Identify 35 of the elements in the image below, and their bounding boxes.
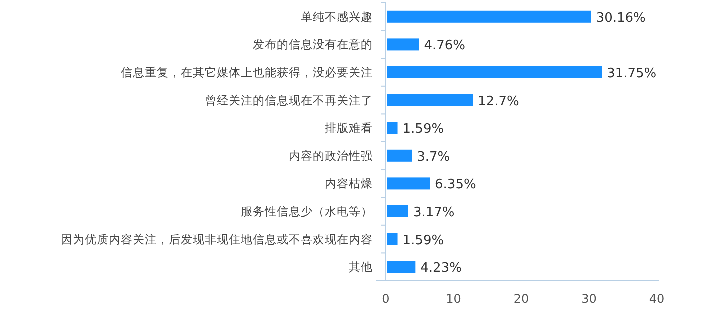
data-label: 1.59% xyxy=(402,233,444,248)
x-tick-label: 20 xyxy=(514,292,530,306)
x-tick-label: 10 xyxy=(446,292,462,306)
bar xyxy=(387,94,474,106)
bar xyxy=(387,66,602,78)
data-label: 4.23% xyxy=(420,261,462,276)
bar xyxy=(387,178,430,190)
data-label: 3.17% xyxy=(413,206,455,220)
bar xyxy=(387,122,398,134)
x-tick-label: 40 xyxy=(649,292,665,306)
y-tick-label: 内容枯燥 xyxy=(325,176,373,191)
bar xyxy=(387,261,416,274)
y-tick-label: 单纯不感兴趣 xyxy=(301,10,373,24)
bar xyxy=(387,206,408,218)
data-label: 6.35% xyxy=(435,178,476,193)
y-tick-label: 内容的政治性强 xyxy=(289,148,373,163)
data-label: 4.76% xyxy=(424,38,466,54)
y-tick-label: 排版难看 xyxy=(325,121,373,136)
x-tick-label: 0 xyxy=(382,292,390,306)
data-label: 3.7% xyxy=(417,150,450,165)
y-tick-label: 服务性信息少（水电等） xyxy=(241,204,373,218)
bar xyxy=(387,233,398,246)
bar xyxy=(387,38,420,51)
data-label: 30.16% xyxy=(596,10,646,26)
y-tick-label: 其他 xyxy=(349,260,373,274)
bar xyxy=(387,150,412,162)
y-tick-label: 曾经关注的信息现在不再关注了 xyxy=(205,93,373,108)
data-label: 1.59% xyxy=(402,122,444,138)
y-tick-label: 因为优质内容关注，后发现非现住地信息或不喜欢现在内容 xyxy=(61,232,373,246)
data-label: 12.7% xyxy=(478,94,520,110)
y-tick-label: 发布的信息没有在意的 xyxy=(253,38,373,52)
y-tick-label: 信息重复，在其它媒体上也能获得，没必要关注 xyxy=(121,66,373,80)
bar xyxy=(387,10,592,23)
data-label: 31.75% xyxy=(607,66,657,82)
x-tick-label: 30 xyxy=(582,292,597,306)
